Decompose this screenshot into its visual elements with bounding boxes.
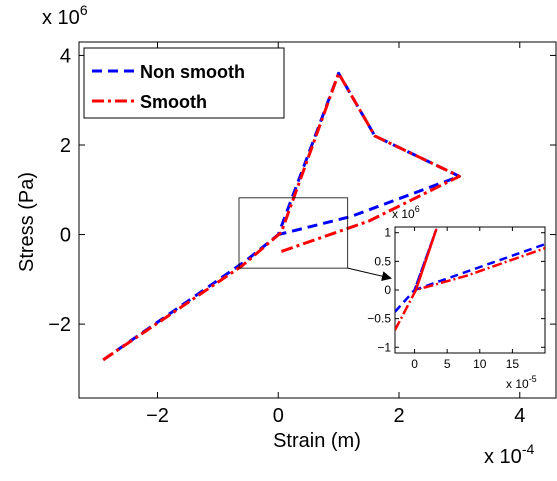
inset-y-tick-label: 1 bbox=[384, 226, 391, 240]
x-axis-label: Strain (m) bbox=[273, 430, 361, 452]
y-tick-label: 4 bbox=[60, 45, 71, 67]
x-tick-label: 0 bbox=[273, 405, 284, 427]
inset-x-tick-label: 10 bbox=[473, 357, 487, 371]
x-exponent-base: x 10 bbox=[484, 446, 522, 468]
main-series-lines bbox=[102, 71, 461, 362]
inset-x-tick-label: 0 bbox=[411, 357, 418, 371]
inset-y-tick-label: −1 bbox=[377, 340, 391, 354]
y-exponent-label: x 106 bbox=[42, 2, 88, 29]
zoom-region-box bbox=[238, 197, 349, 269]
x-tick-label: −2 bbox=[146, 405, 169, 427]
inset-y-exponent-label: x 106 bbox=[392, 204, 420, 221]
inset-plot: x 106 0 5 10 15−1−0.500.51 x 10-5 bbox=[367, 204, 546, 391]
inset-x-tick-label: 15 bbox=[506, 357, 520, 371]
inset-series-lines bbox=[395, 228, 545, 331]
x-exponent-label: x 10-4 bbox=[484, 441, 534, 468]
inset-axis-ticks: 0 5 10 15 −1 −0.5 0 0.5 1 bbox=[367, 226, 545, 371]
legend-box bbox=[83, 47, 285, 119]
y-exponent-base: x 10 bbox=[42, 7, 80, 29]
inset-x-exponent-label: x 10-5 bbox=[506, 374, 537, 391]
inset-x-exponent-base: x 10 bbox=[506, 377, 529, 391]
inset-x-exponent-power: -5 bbox=[529, 374, 537, 384]
y-tick-label: 0 bbox=[60, 225, 71, 247]
legend-label-non-smooth: Non smooth bbox=[140, 62, 245, 82]
x-exponent-power: -4 bbox=[522, 441, 535, 457]
inset-y-tick-label: −0.5 bbox=[367, 312, 391, 326]
inset-y-exponent-power: 6 bbox=[415, 204, 420, 214]
y-tick-label: 2 bbox=[60, 135, 71, 157]
legend-label-smooth: Smooth bbox=[140, 92, 207, 112]
inset-series-line-smooth bbox=[395, 228, 545, 331]
main-axis-ticks: −2 0 2 4 −2 0 2 4 bbox=[48, 42, 556, 427]
inset-y-exponent-base: x 10 bbox=[392, 207, 415, 221]
inset-y-tick-label: 0.5 bbox=[374, 254, 391, 268]
legend: Non smooth Smooth bbox=[83, 47, 285, 119]
x-tick-label: 4 bbox=[514, 405, 525, 427]
x-tick-label: 2 bbox=[393, 405, 404, 427]
series-line-smooth bbox=[102, 71, 461, 362]
y-tick-label: −2 bbox=[48, 314, 71, 336]
zoom-arrow bbox=[347, 267, 392, 282]
y-exponent-power: 6 bbox=[80, 2, 88, 18]
inset-x-tick-label: 5 bbox=[444, 357, 451, 371]
inset-y-tick-label: 0 bbox=[384, 283, 391, 297]
y-axis-label: Stress (Pa) bbox=[16, 172, 38, 272]
